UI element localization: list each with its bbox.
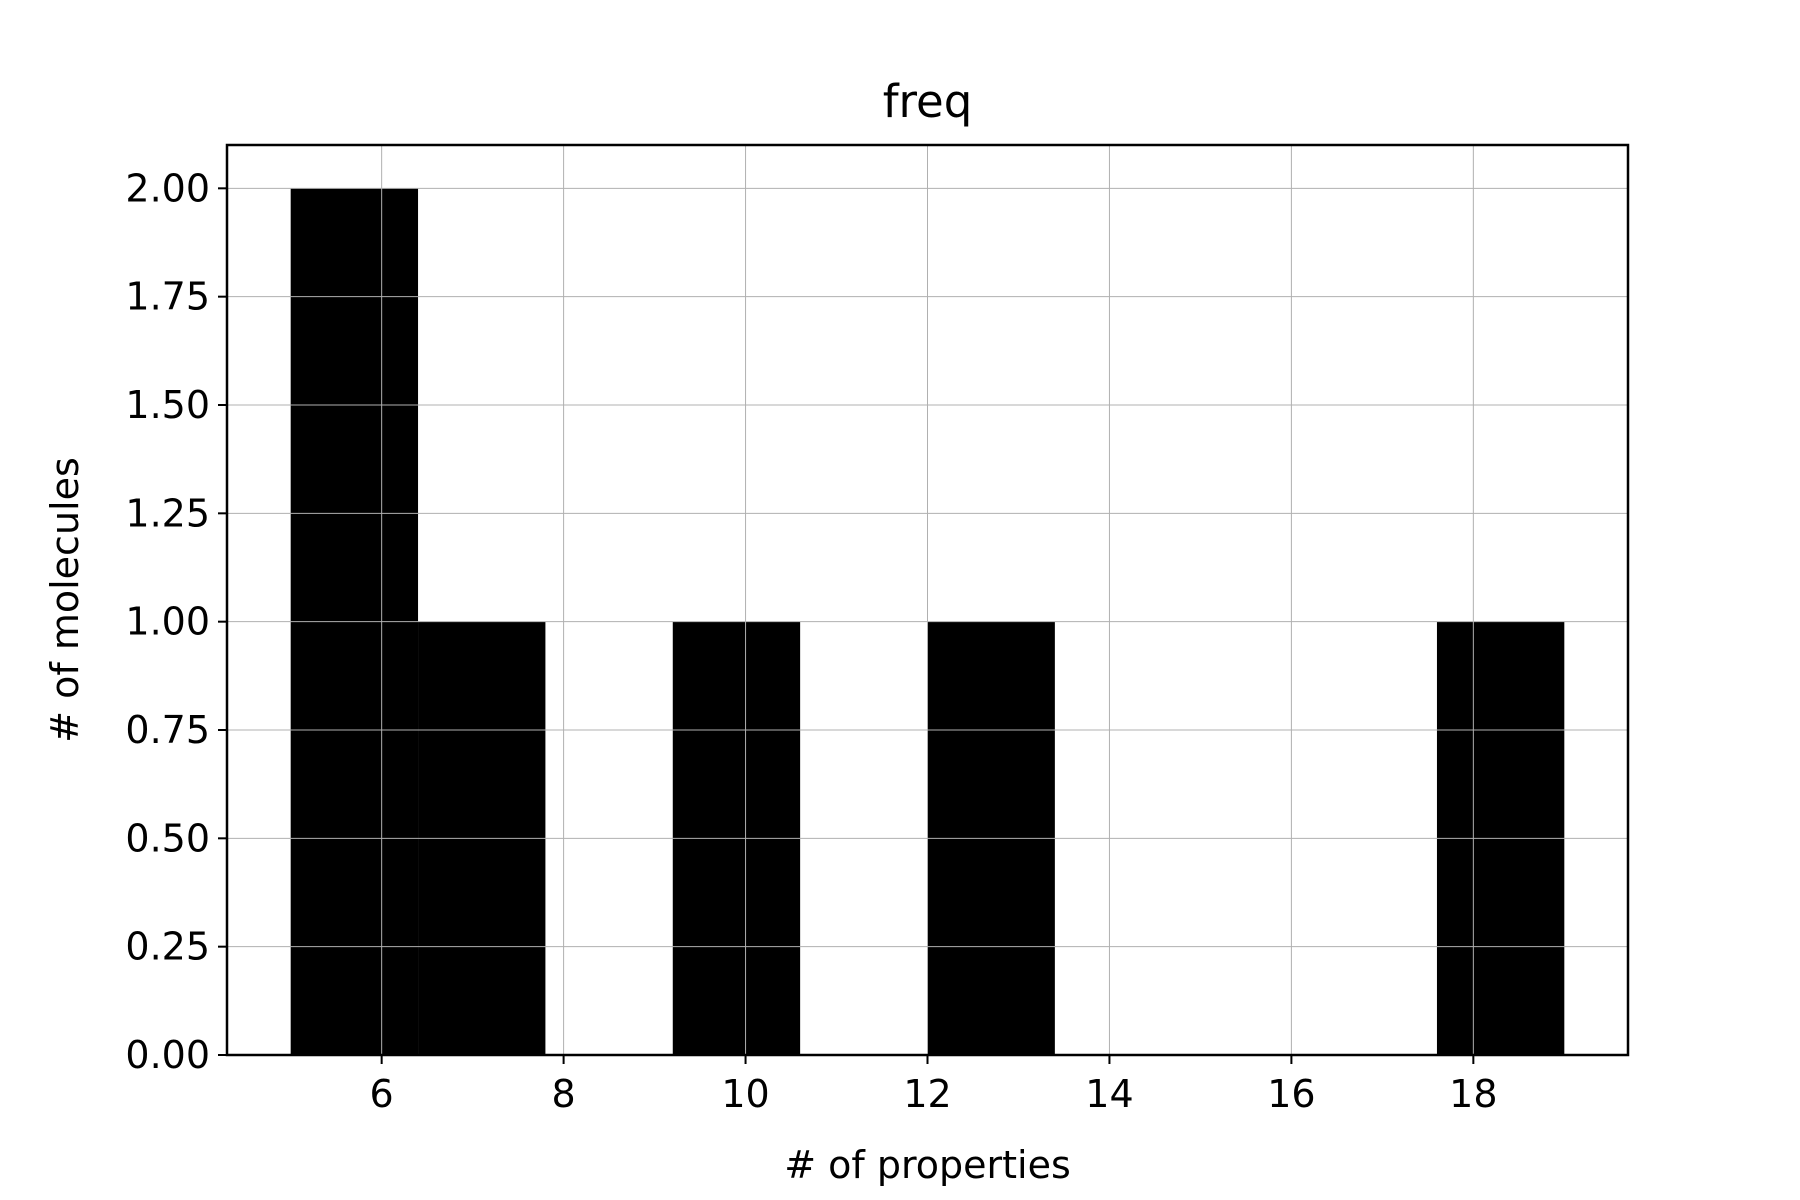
x-tick-label: 12 — [903, 1072, 951, 1116]
x-tick-label: 16 — [1267, 1072, 1315, 1116]
y-tick-label: 1.50 — [125, 383, 210, 427]
y-tick-label: 0.25 — [125, 925, 210, 969]
grid-overlay — [227, 145, 1628, 1056]
y-tick-label: 0.75 — [125, 708, 210, 752]
y-tick-label: 1.25 — [125, 491, 210, 535]
chart-title: freq — [883, 75, 973, 128]
x-tick-label: 6 — [370, 1072, 394, 1116]
y-tick-label: 0.00 — [125, 1033, 210, 1077]
x-tick-label: 14 — [1085, 1072, 1133, 1116]
x-tick-label: 8 — [552, 1072, 576, 1116]
x-axis-title: # of properties — [784, 1143, 1071, 1187]
x-axis-ticks: 6 8 10 12 14 16 18 — [370, 1055, 1498, 1116]
x-tick-label: 10 — [721, 1072, 769, 1116]
y-axis-title: # of molecules — [43, 457, 87, 743]
y-tick-label: 1.75 — [125, 275, 210, 319]
y-tick-label: 2.00 — [125, 166, 210, 210]
y-tick-label: 1.00 — [125, 600, 210, 644]
y-tick-label: 0.50 — [125, 816, 210, 860]
x-tick-label: 18 — [1449, 1072, 1497, 1116]
y-axis-ticks: 0.00 0.25 0.50 0.75 1.00 1.25 1.50 1.75 2.00 — [125, 166, 227, 1077]
